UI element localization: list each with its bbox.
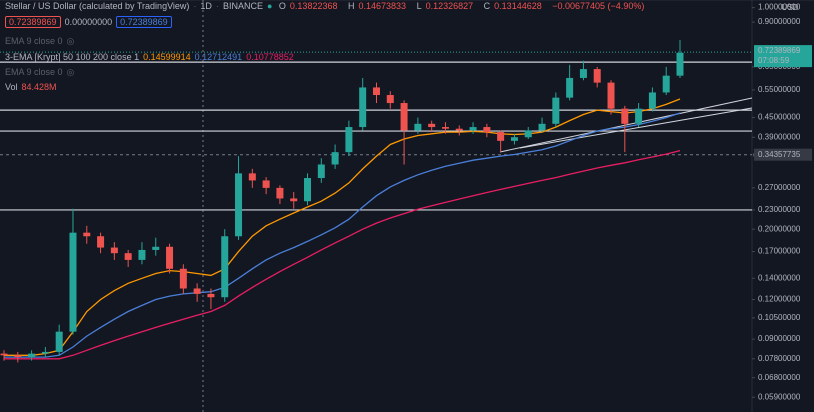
y-tick-label: 0.05900000 [758, 392, 801, 401]
candle-body [193, 288, 201, 294]
ema-line [4, 149, 681, 360]
y-tick-label: 0.39000000 [758, 132, 801, 141]
candle-body [69, 232, 77, 332]
candle-body [676, 52, 684, 76]
candle-body [248, 173, 256, 181]
candle-body [524, 130, 532, 138]
candle-body [566, 77, 574, 98]
candle-body [331, 152, 339, 165]
candle-body [579, 69, 587, 78]
y-tick-label: 0.45000000 [758, 113, 801, 122]
candle-body [635, 108, 643, 124]
candle-body [221, 236, 229, 298]
price-label-bg [754, 148, 812, 161]
ohlc-c: C 0.13144628 [483, 1, 542, 11]
candle-body [621, 108, 629, 124]
buy-price[interactable]: 0.72389869 [116, 16, 172, 28]
sell-price[interactable]: 0.72389869 [5, 16, 61, 28]
candle-body [593, 69, 601, 83]
candle-body [276, 187, 284, 199]
spread: 0.00000000 [64, 17, 113, 27]
candle-body [166, 246, 174, 269]
price-label-bg [754, 45, 812, 68]
ema-line [4, 112, 681, 358]
indicator[interactable]: EMA 9 close 0 ◎ [5, 67, 75, 77]
candle-body [455, 128, 463, 131]
candle-body [97, 236, 105, 248]
candle-body [14, 355, 22, 358]
y-tick-label: 0.55000000 [758, 85, 801, 94]
candle-body [662, 75, 670, 93]
candle-body [55, 331, 63, 352]
candle-body [0, 353, 8, 356]
indicator[interactable]: EMA 9 close 0 ◎ [5, 36, 75, 46]
ohlc-l: L 0.12326827 [416, 1, 474, 11]
candle-body [235, 173, 243, 237]
ohlc-h: H 0.14673833 [348, 1, 407, 11]
candle-body [207, 293, 215, 298]
last-price-label: 0.72389869 [758, 46, 801, 55]
y-tick-label: 0.90000000 [758, 17, 801, 26]
candle-body [110, 247, 118, 254]
trend-line [519, 107, 753, 149]
trend-line [499, 97, 753, 153]
interval[interactable]: 1D [200, 1, 212, 11]
trade-line: 0.72389869 0.00000000 0.72389869 [5, 16, 176, 28]
candle-body [441, 127, 449, 129]
symbol[interactable]: Stellar / US Dollar (calculated by Tradi… [5, 1, 190, 11]
candle-body [41, 351, 49, 354]
y-tick-label: 0.09000000 [758, 334, 801, 343]
candle-body [400, 103, 408, 131]
y-tick-label: 0.10500000 [758, 313, 801, 322]
candle-body [648, 92, 656, 109]
symbol-line: Stellar / US Dollar (calculated by Tradi… [5, 1, 645, 11]
change: −0.00677405 (−4.90%) [552, 1, 645, 11]
candle-body [304, 178, 312, 202]
y-tick-label: 0.14000000 [758, 273, 801, 282]
exchange: BINANCE [222, 1, 263, 11]
candle-body [497, 132, 505, 141]
currency: USD [782, 3, 799, 12]
candle-body [538, 123, 546, 131]
candle-body [607, 82, 615, 109]
candle-body [510, 137, 518, 141]
candle-body [83, 232, 91, 237]
y-tick-label: 0.27000000 [758, 183, 801, 192]
candle-body [179, 268, 187, 289]
candle-body [28, 353, 36, 358]
ohlc-o: O 0.13822368 [278, 1, 338, 11]
candle-body [290, 198, 298, 202]
countdown-label: 07:08:59 [758, 56, 790, 65]
candle-body [552, 97, 560, 124]
y-tick-label: 0.06800000 [758, 373, 801, 382]
y-tick-label: 0.12000000 [758, 295, 801, 304]
indicator[interactable]: Vol 84.428M [5, 82, 57, 92]
candle-body [483, 127, 491, 133]
candle-body [414, 123, 422, 131]
y-tick-label: 0.23000000 [758, 205, 801, 214]
candle-body [345, 127, 353, 153]
y-tick-label: 0.17000000 [758, 247, 801, 256]
ema-line [4, 98, 681, 356]
candle-body [428, 123, 436, 128]
candle-body [469, 127, 477, 131]
candle-body [372, 87, 380, 96]
y-tick-label: 1.00000000 [758, 3, 801, 12]
crosshair-price-label: 0.34357735 [758, 150, 801, 159]
candle-body [359, 87, 367, 128]
candle-body [317, 164, 325, 179]
candle-body [138, 249, 146, 260]
candle-body [124, 253, 132, 260]
indicator[interactable]: 3-EMA [Krypt] 50 100 200 close 1 0.145999… [5, 52, 294, 62]
y-tick-label: 0.20000000 [758, 224, 801, 233]
y-tick-label: 0.07800000 [758, 354, 801, 363]
candle-body [262, 180, 270, 188]
candle-body [152, 246, 160, 250]
candle-body [386, 95, 394, 104]
